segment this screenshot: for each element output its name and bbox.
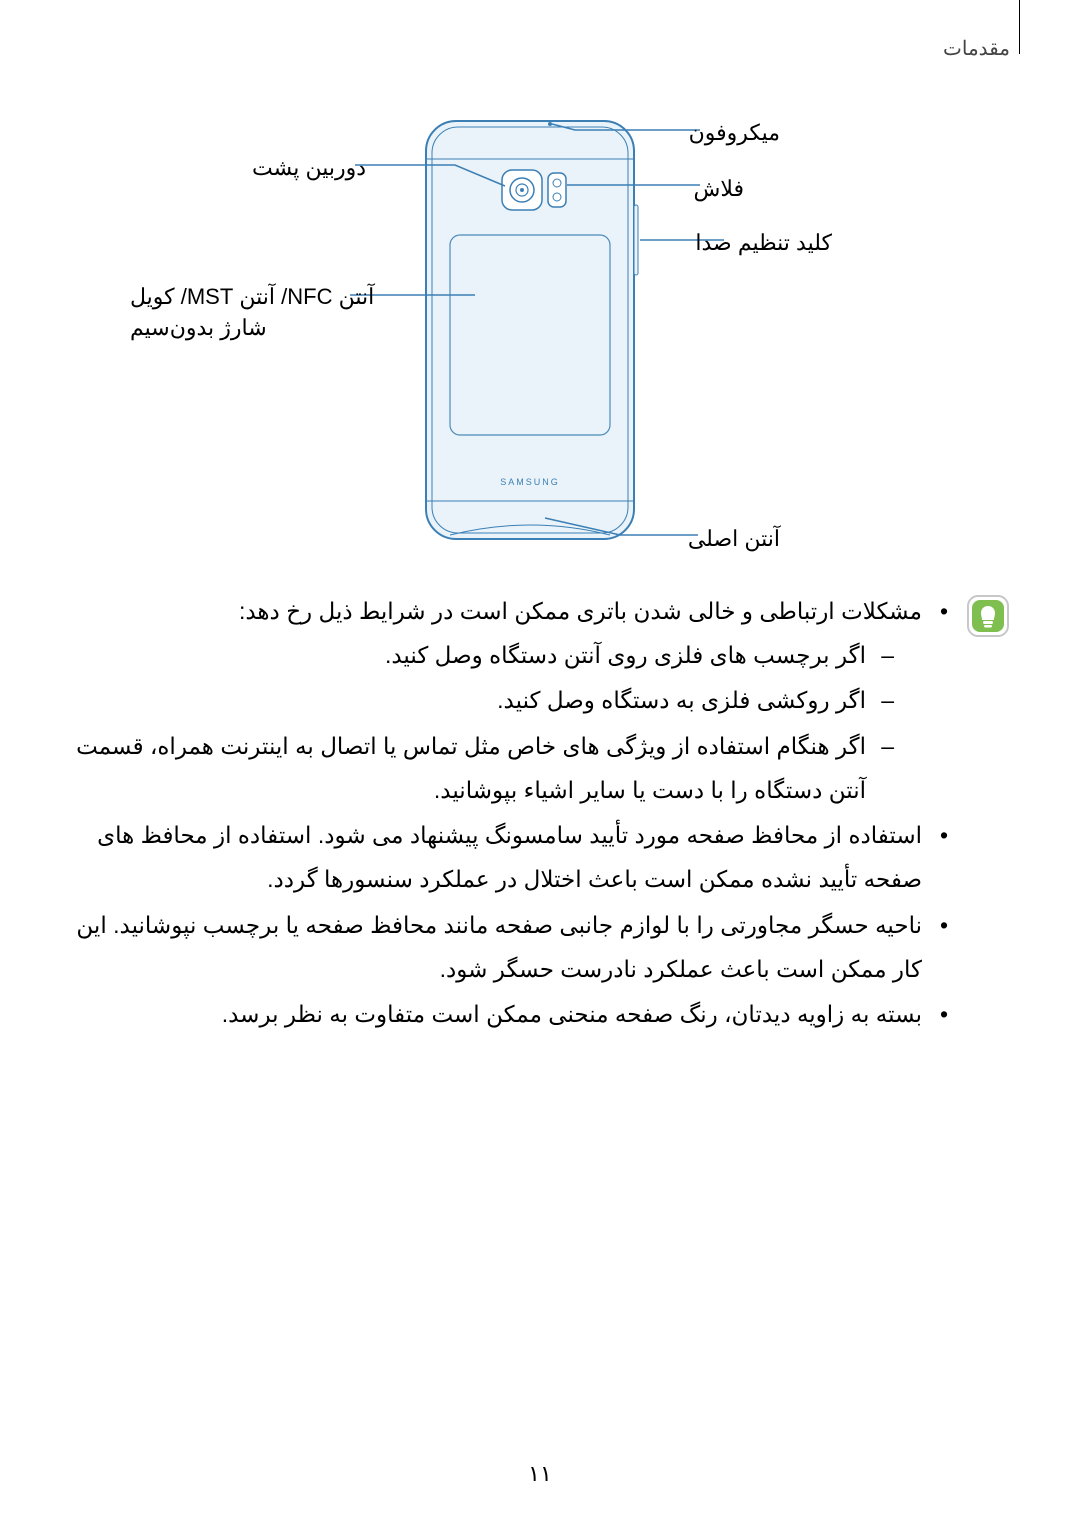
bullet-item: بسته به زاویه دیدتان، رنگ صفحه منحنی ممک…: [70, 993, 948, 1037]
section-header: مقدمات: [943, 36, 1010, 61]
sub-item: اگر برچسب های فلزی روی آنتن دستگاه وصل ک…: [70, 634, 894, 678]
header-divider: [1019, 0, 1020, 54]
label-microphone: میکروفون: [689, 118, 780, 149]
label-nfc-antenna: آنتن NFC/ آنتن MST/ کویل شارژ بدون‌سیم: [130, 282, 374, 344]
bullet-text: مشکلات ارتباطی و خالی شدن باتری ممکن است…: [239, 598, 922, 624]
label-rear-camera: دوربین پشت: [252, 153, 366, 184]
bullet-text: ناحیه حسگر مجاورتی را با لوازم جانبی صفح…: [76, 912, 922, 982]
sub-text: اگر هنگام استفاده از ویژگی های خاص مثل ت…: [76, 733, 866, 803]
sub-text: اگر روکشی فلزی به دستگاه وصل کنید.: [497, 687, 866, 713]
label-main-antenna: آنتن اصلی: [688, 524, 780, 555]
svg-text:SAMSUNG: SAMSUNG: [500, 477, 560, 487]
note-icon: [966, 594, 1010, 638]
bullet-text: بسته به زاویه دیدتان، رنگ صفحه منحنی ممک…: [222, 1001, 922, 1027]
sub-item: اگر روکشی فلزی به دستگاه وصل کنید.: [70, 679, 894, 723]
phone-diagram: SAMSUNG میکروفون فلاش کلید تنظیم صدا آنت…: [0, 100, 1080, 580]
bullet-item: استفاده از محافظ صفحه مورد تأیید سامسونگ…: [70, 814, 948, 901]
sub-item: اگر هنگام استفاده از ویژگی های خاص مثل ت…: [70, 725, 894, 812]
bullet-text: استفاده از محافظ صفحه مورد تأیید سامسونگ…: [97, 822, 922, 892]
label-flash: فلاش: [694, 174, 745, 205]
phone-back-illustration: SAMSUNG: [420, 115, 640, 545]
page-number: ۱۱: [0, 1461, 1080, 1487]
sub-text: اگر برچسب های فلزی روی آنتن دستگاه وصل ک…: [385, 642, 866, 668]
label-volume-key: کلید تنظیم صدا: [695, 228, 832, 259]
sub-list: اگر برچسب های فلزی روی آنتن دستگاه وصل ک…: [70, 634, 922, 813]
bullet-list: مشکلات ارتباطی و خالی شدن باتری ممکن است…: [70, 590, 948, 1039]
notes-block: مشکلات ارتباطی و خالی شدن باتری ممکن است…: [70, 590, 1010, 1039]
bullet-item: ناحیه حسگر مجاورتی را با لوازم جانبی صفح…: [70, 904, 948, 991]
bullet-item: مشکلات ارتباطی و خالی شدن باتری ممکن است…: [70, 590, 948, 812]
